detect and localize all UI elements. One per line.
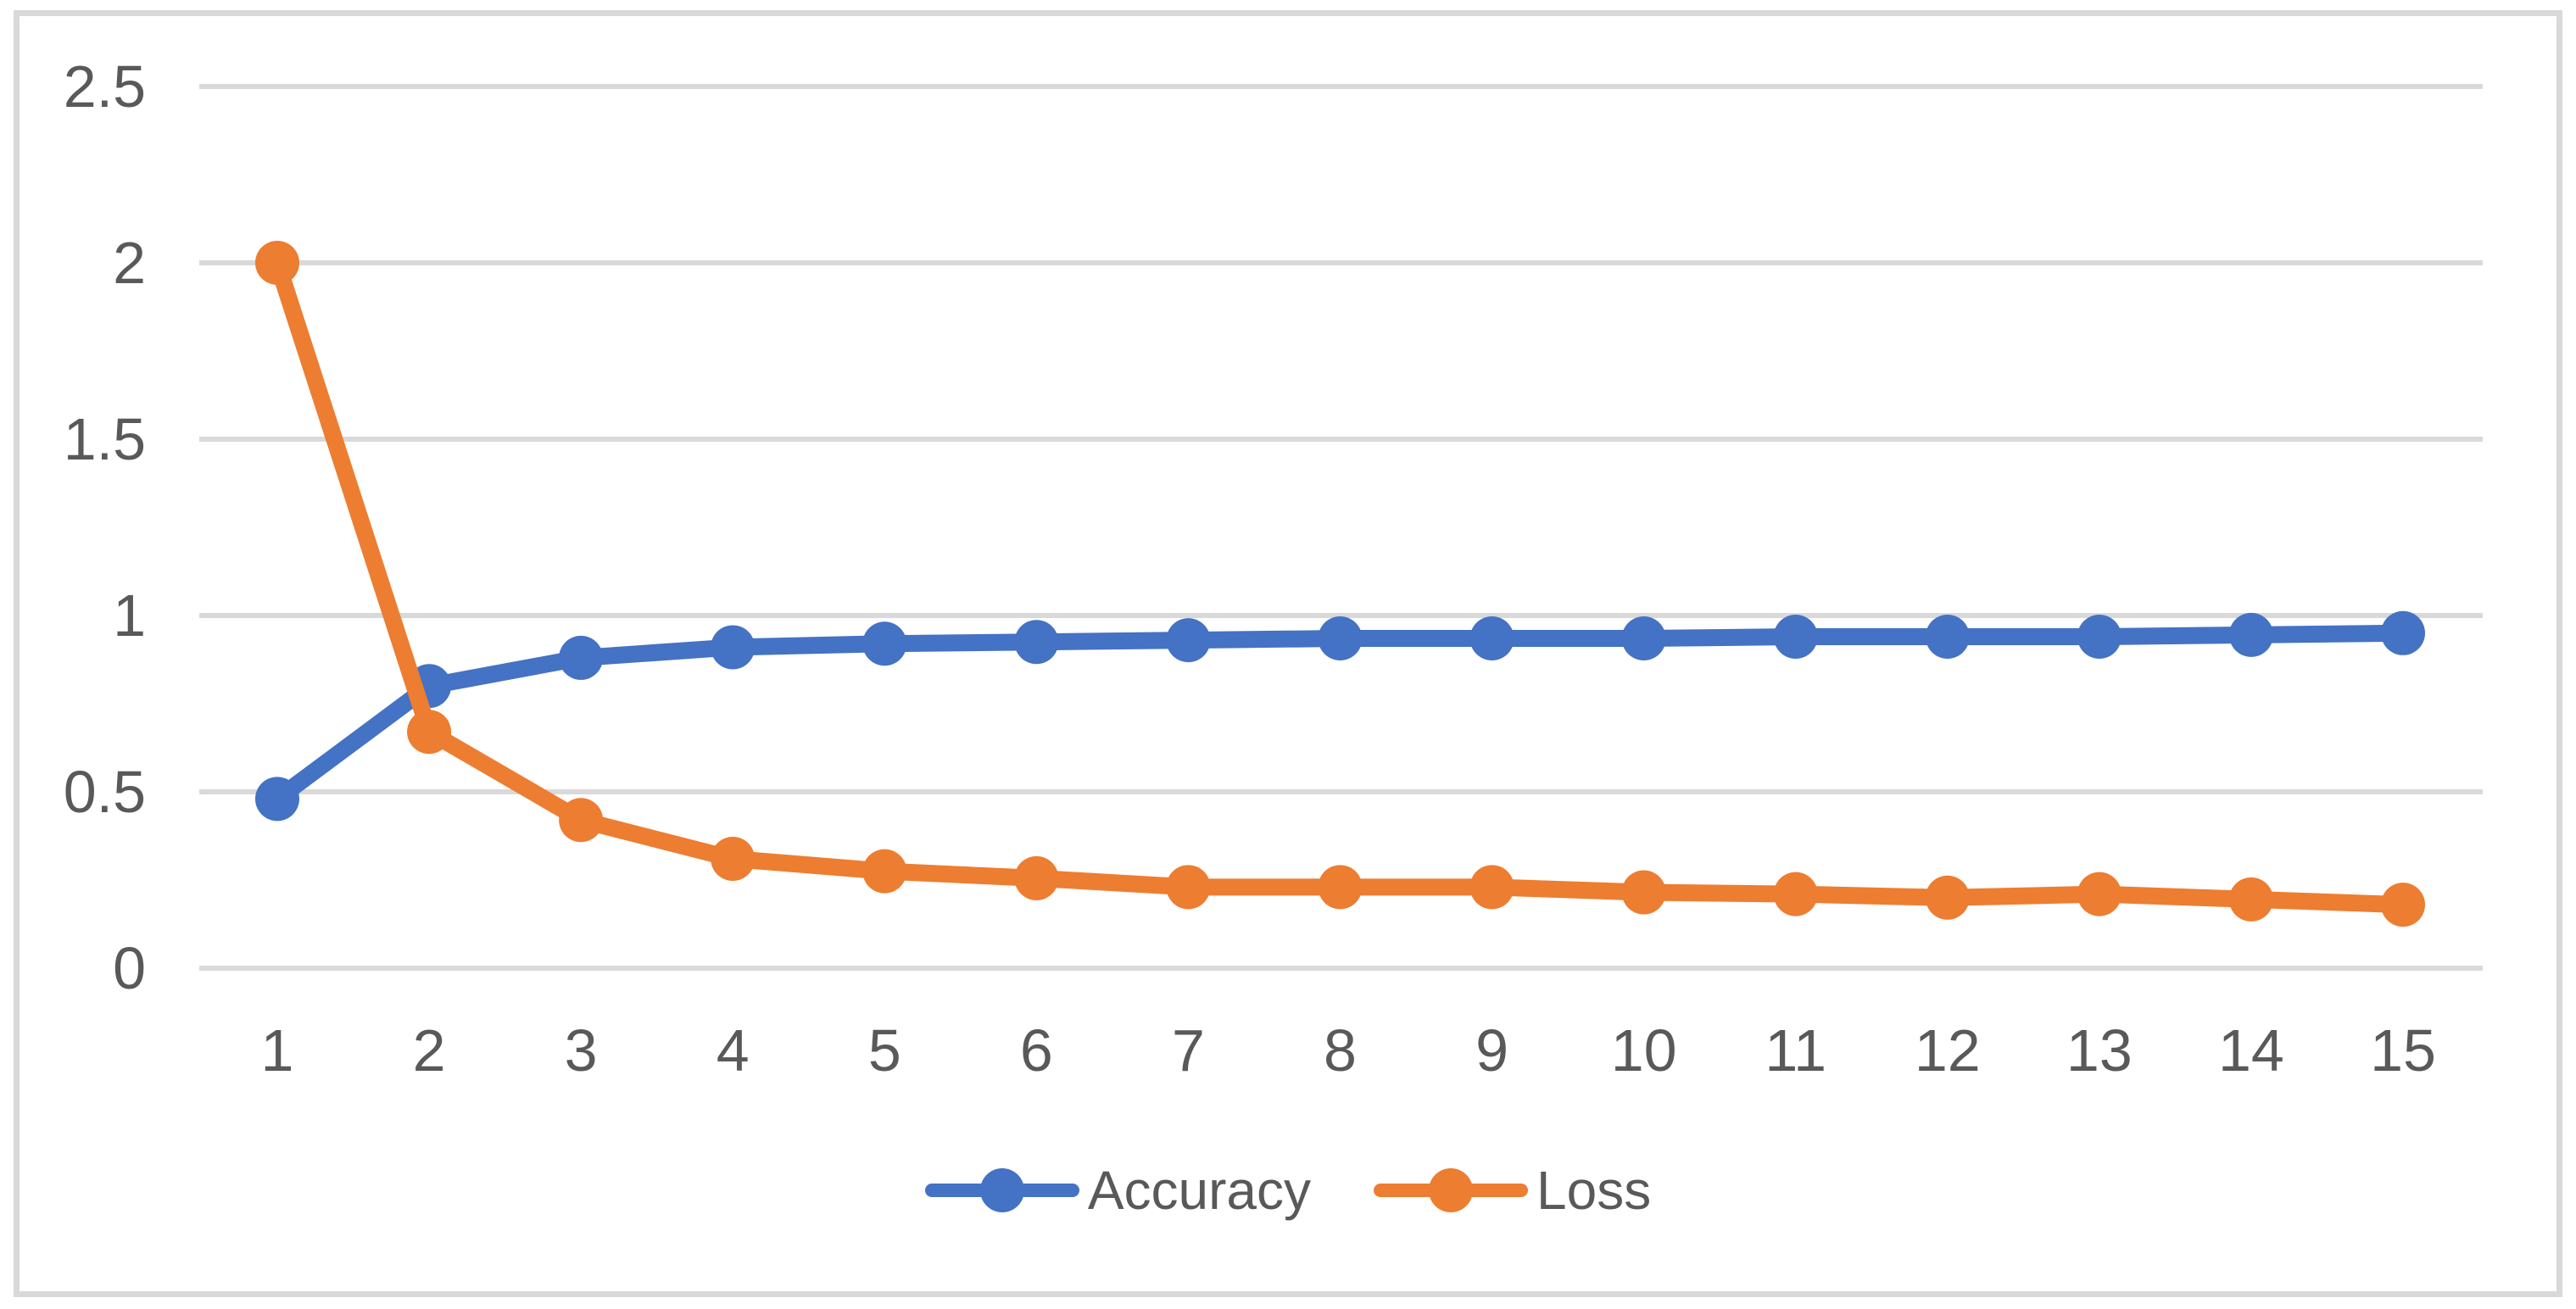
y-axis-tick-label: 1.5	[64, 406, 146, 472]
accuracy-data-point	[559, 635, 604, 680]
accuracy-data-point	[1925, 614, 1970, 659]
x-axis-tick-label: 1	[261, 1017, 294, 1083]
loss-legend-line-marker-icon	[1374, 1168, 1528, 1212]
x-axis-tick-label: 5	[868, 1017, 901, 1083]
x-axis-tick-label: 13	[2066, 1017, 2133, 1083]
x-axis-tick-label: 9	[1475, 1017, 1508, 1083]
loss-data-point	[1318, 865, 1363, 910]
loss-data-point	[1014, 855, 1059, 900]
loss-data-point	[1773, 872, 1818, 916]
accuracy-data-point	[1166, 618, 1211, 663]
accuracy-legend-dot-icon	[979, 1168, 1024, 1212]
x-axis-tick-label: 2	[413, 1017, 446, 1083]
accuracy-legend-label: Accuracy	[1087, 1160, 1311, 1221]
accuracy-data-point	[2381, 610, 2425, 655]
x-axis-tick-label: 10	[1611, 1017, 1677, 1083]
accuracy-data-point	[862, 621, 907, 666]
x-axis-tick-label: 8	[1324, 1017, 1357, 1083]
accuracy-data-point	[2077, 614, 2122, 659]
x-axis-tick-label: 6	[1020, 1017, 1053, 1083]
x-axis-tick-label: 11	[1765, 1017, 1826, 1083]
loss-legend-dot-icon	[1429, 1168, 1473, 1212]
x-axis-tick-label: 12	[1915, 1017, 1981, 1083]
x-axis-tick-label: 7	[1172, 1017, 1205, 1083]
accuracy-legend-line-marker-icon	[924, 1168, 1079, 1212]
y-axis-tick-label: 1	[113, 582, 146, 649]
x-axis-tick-label: 4	[716, 1017, 750, 1083]
y-axis-tick-label: 2.5	[64, 53, 146, 120]
x-axis-tick-label: 15	[2370, 1017, 2436, 1083]
accuracy-data-point	[2228, 612, 2273, 657]
accuracy-data-point	[1621, 616, 1666, 661]
y-axis-tick-label: 0	[113, 935, 146, 1001]
chart-legend: Accuracy Loss	[0, 1134, 2576, 1246]
legend-item-accuracy: Accuracy	[924, 1160, 1311, 1221]
x-axis-tick-label: 14	[2218, 1017, 2284, 1083]
chart-border	[14, 10, 2562, 1297]
accuracy-data-point	[1469, 616, 1514, 661]
accuracy-data-point	[1318, 616, 1363, 661]
loss-data-point	[2228, 877, 2273, 922]
loss-data-point	[1621, 870, 1666, 915]
accuracy-data-point	[1773, 614, 1818, 659]
loss-data-point	[407, 710, 452, 755]
loss-data-point	[559, 798, 604, 843]
loss-data-point	[255, 241, 299, 285]
loss-legend-label: Loss	[1536, 1160, 1652, 1221]
loss-data-point	[1925, 875, 1970, 920]
loss-data-point	[711, 837, 756, 882]
accuracy-data-point	[255, 777, 299, 822]
x-axis-tick-label: 3	[565, 1017, 598, 1083]
y-axis-tick-label: 0.5	[64, 759, 146, 825]
loss-data-point	[2077, 872, 2122, 916]
loss-data-point	[862, 849, 907, 894]
loss-data-point	[1469, 865, 1514, 910]
loss-data-point	[1166, 865, 1211, 910]
legend-item-loss: Loss	[1374, 1163, 1651, 1217]
loss-data-point	[2381, 883, 2425, 927]
accuracy-data-point	[1014, 620, 1059, 665]
y-axis-tick-label: 2	[113, 230, 146, 296]
accuracy-data-point	[711, 625, 756, 670]
